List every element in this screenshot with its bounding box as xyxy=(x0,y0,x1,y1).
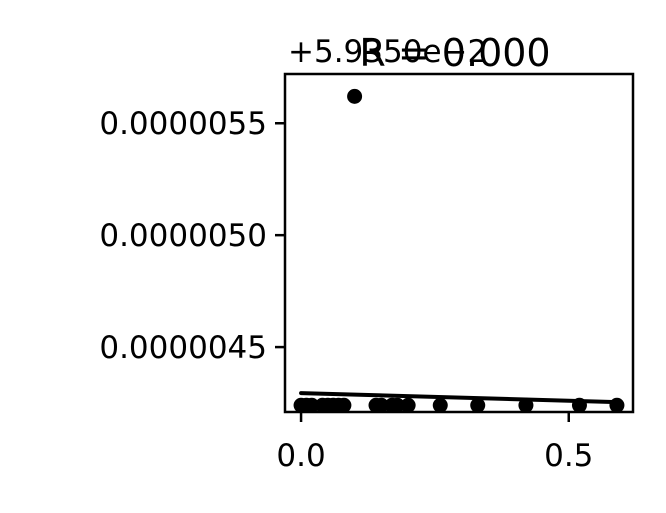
plot-frame xyxy=(283,72,635,414)
y-axis: 0.0000045 0.0000050 0.0000055 xyxy=(99,106,285,366)
data-point xyxy=(389,397,405,413)
data-point xyxy=(432,397,448,413)
y-tick-label: 0.0000055 xyxy=(99,106,267,142)
data-point xyxy=(336,397,352,413)
data-point xyxy=(304,397,320,413)
points-layer xyxy=(293,88,625,413)
fit-line xyxy=(299,391,619,405)
x-axis: 0.0 0.5 xyxy=(276,412,593,474)
data-point xyxy=(347,88,363,104)
data-point xyxy=(373,397,389,413)
chart-title: R = 0.000 xyxy=(359,31,550,75)
y-tick-label: 0.0000045 xyxy=(99,330,267,366)
y-offset-text: +5.9350e−2 xyxy=(288,34,487,70)
x-tick-label: 0.0 xyxy=(276,438,325,474)
data-point xyxy=(470,397,486,413)
x-tick-label: 0.5 xyxy=(544,438,593,474)
data-point xyxy=(400,397,416,413)
y-tick-label: 0.0000050 xyxy=(99,218,267,254)
